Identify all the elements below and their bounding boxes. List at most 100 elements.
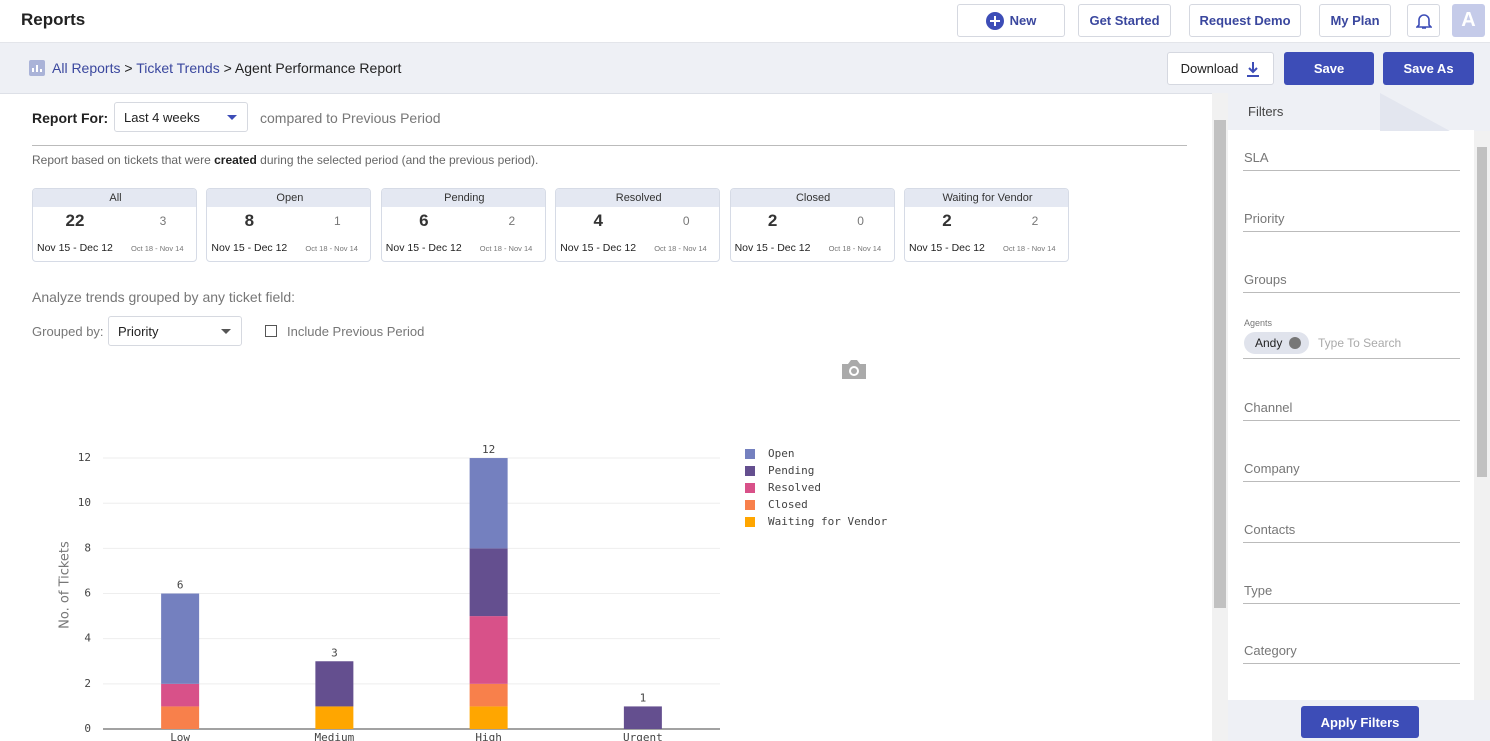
total-label: 12 (482, 443, 495, 456)
note-bold: created (214, 153, 257, 167)
crumb-separator: > (124, 60, 133, 76)
card-current-range: Nov 15 - Dec 12 (560, 242, 637, 254)
card-header: Closed (730, 189, 894, 207)
bar-segment (469, 683, 508, 707)
total-label: 3 (331, 646, 338, 659)
card-previous-range: Oct 18 - Nov 14 (1003, 244, 1056, 253)
filter-underline (1243, 603, 1460, 604)
filter-label: SLA (1244, 150, 1269, 165)
status-card: All 22 3 Nov 15 - Dec 12 Oct 18 - Nov 14 (32, 188, 197, 262)
crumb-link[interactable]: All Reports (52, 60, 121, 76)
legend-swatch (745, 517, 755, 527)
filter-label: Type (1244, 583, 1273, 598)
filter-label: Priority (1244, 211, 1285, 226)
report-note: Report based on tickets that were create… (32, 153, 538, 167)
divider (32, 145, 1187, 146)
card-header: Pending (381, 189, 545, 207)
crumb-link[interactable]: Ticket Trends (136, 60, 220, 76)
filter-underline (1243, 358, 1460, 359)
period-dropdown[interactable]: Last 4 weeks (114, 102, 248, 132)
bell-button[interactable] (1407, 4, 1440, 37)
note-text: during the selected period (and the prev… (260, 153, 539, 167)
card-previous: 2 (1031, 214, 1039, 228)
card-current: 4 (593, 211, 603, 230)
status-card: Pending 6 2 Nov 15 - Dec 12 Oct 18 - Nov 14 (380, 188, 546, 262)
tab-slant (1380, 93, 1450, 131)
filter-underline (1243, 542, 1460, 543)
apply-filters-button[interactable]: Apply Filters (1301, 706, 1419, 738)
card-current-range: Nov 15 - Dec 12 (909, 242, 985, 254)
checkbox[interactable] (265, 325, 277, 337)
total-label: 1 (640, 691, 647, 704)
legend-swatch (745, 466, 755, 476)
status-card: Closed 2 0 Nov 15 - Dec 12 Oct 18 - Nov 14 (729, 188, 895, 262)
filter-label: Contacts (1244, 522, 1296, 537)
filter-underline (1243, 420, 1460, 421)
y-tick-label: 6 (84, 587, 91, 600)
crumb-separator: > (223, 60, 232, 76)
y-tick-label: 12 (78, 451, 91, 464)
card-current-range: Nov 15 - Dec 12 (211, 242, 288, 254)
filter-label: Category (1244, 643, 1297, 658)
caret (227, 115, 237, 120)
filter-scrollbar[interactable] (1474, 131, 1490, 700)
card-current: 22 (65, 211, 85, 230)
card-header: Resolved (556, 189, 720, 207)
camera-icon[interactable] (840, 358, 868, 380)
status-card: Open 8 1 Nov 15 - Dec 12 Oct 18 - Nov 14 (206, 188, 372, 262)
report-for-label: Report For: (32, 110, 109, 126)
bar-segment (469, 706, 508, 729)
crumb-current: Agent Performance Report (234, 60, 402, 76)
card-current-range: Nov 15 - Dec 12 (734, 242, 811, 254)
bar-segment (315, 661, 354, 707)
filter-label: Groups (1244, 272, 1287, 287)
legend-label: Closed (768, 498, 808, 511)
plus-icon (985, 11, 1004, 30)
report-icon (29, 60, 45, 76)
card-current-range: Nov 15 - Dec 12 (385, 242, 462, 254)
filters-body (1228, 130, 1474, 700)
x-tick-label: Urgent (623, 731, 663, 741)
save-button[interactable]: Save (1284, 52, 1374, 85)
legend-swatch (745, 500, 755, 510)
compared-text: compared to Previous Period (260, 110, 441, 126)
card-previous-range: Oct 18 - Nov 14 (654, 244, 707, 253)
legend-label: Waiting for Vendor (768, 515, 888, 528)
new-button[interactable]: New (957, 4, 1065, 37)
agents-placeholder: Type To Search (1318, 336, 1402, 350)
card-header: All (33, 189, 196, 207)
card-current-range: Nov 15 - Dec 12 (37, 242, 113, 254)
status-card: Waiting for Vendor 2 2 Nov 15 - Dec 12 Oct 1… (904, 188, 1069, 262)
bar-segment (469, 548, 508, 617)
bar-segment (161, 593, 200, 684)
legend-swatch (745, 449, 755, 459)
scrollbar[interactable] (1212, 93, 1228, 741)
my-plan-button[interactable]: My Plan (1319, 4, 1391, 37)
filter-label: Company (1244, 461, 1300, 476)
group-dropdown[interactable]: Priority (108, 316, 242, 346)
get-started-button[interactable]: Get Started (1078, 4, 1171, 37)
avatar[interactable]: A (1452, 4, 1485, 37)
card-previous: 1 (334, 214, 341, 228)
x-tick-label: Low (170, 731, 190, 741)
filter-underline (1243, 170, 1460, 171)
scroll-thumb[interactable] (1477, 147, 1487, 477)
agent-chip[interactable]: Andy (1244, 332, 1309, 354)
caret (221, 329, 231, 334)
card-current: 2 (942, 211, 952, 230)
chip-text: Andy (1255, 336, 1283, 350)
page-title: Reports (21, 10, 86, 29)
note-text: Report based on tickets that were (32, 153, 211, 167)
download-button[interactable]: Download (1167, 52, 1274, 85)
request-demo-button[interactable]: Request Demo (1189, 4, 1301, 37)
card-header: Waiting for Vendor (905, 189, 1068, 207)
save-as-button[interactable]: Save As (1383, 52, 1474, 85)
bar-segment (161, 706, 200, 729)
bar-segment (161, 683, 200, 707)
filter-label: Agents (1244, 318, 1273, 328)
new-label: New (1009, 13, 1037, 28)
y-tick-label: 4 (84, 632, 91, 645)
scroll-thumb[interactable] (1214, 120, 1226, 608)
period-value: Last 4 weeks (124, 110, 200, 125)
